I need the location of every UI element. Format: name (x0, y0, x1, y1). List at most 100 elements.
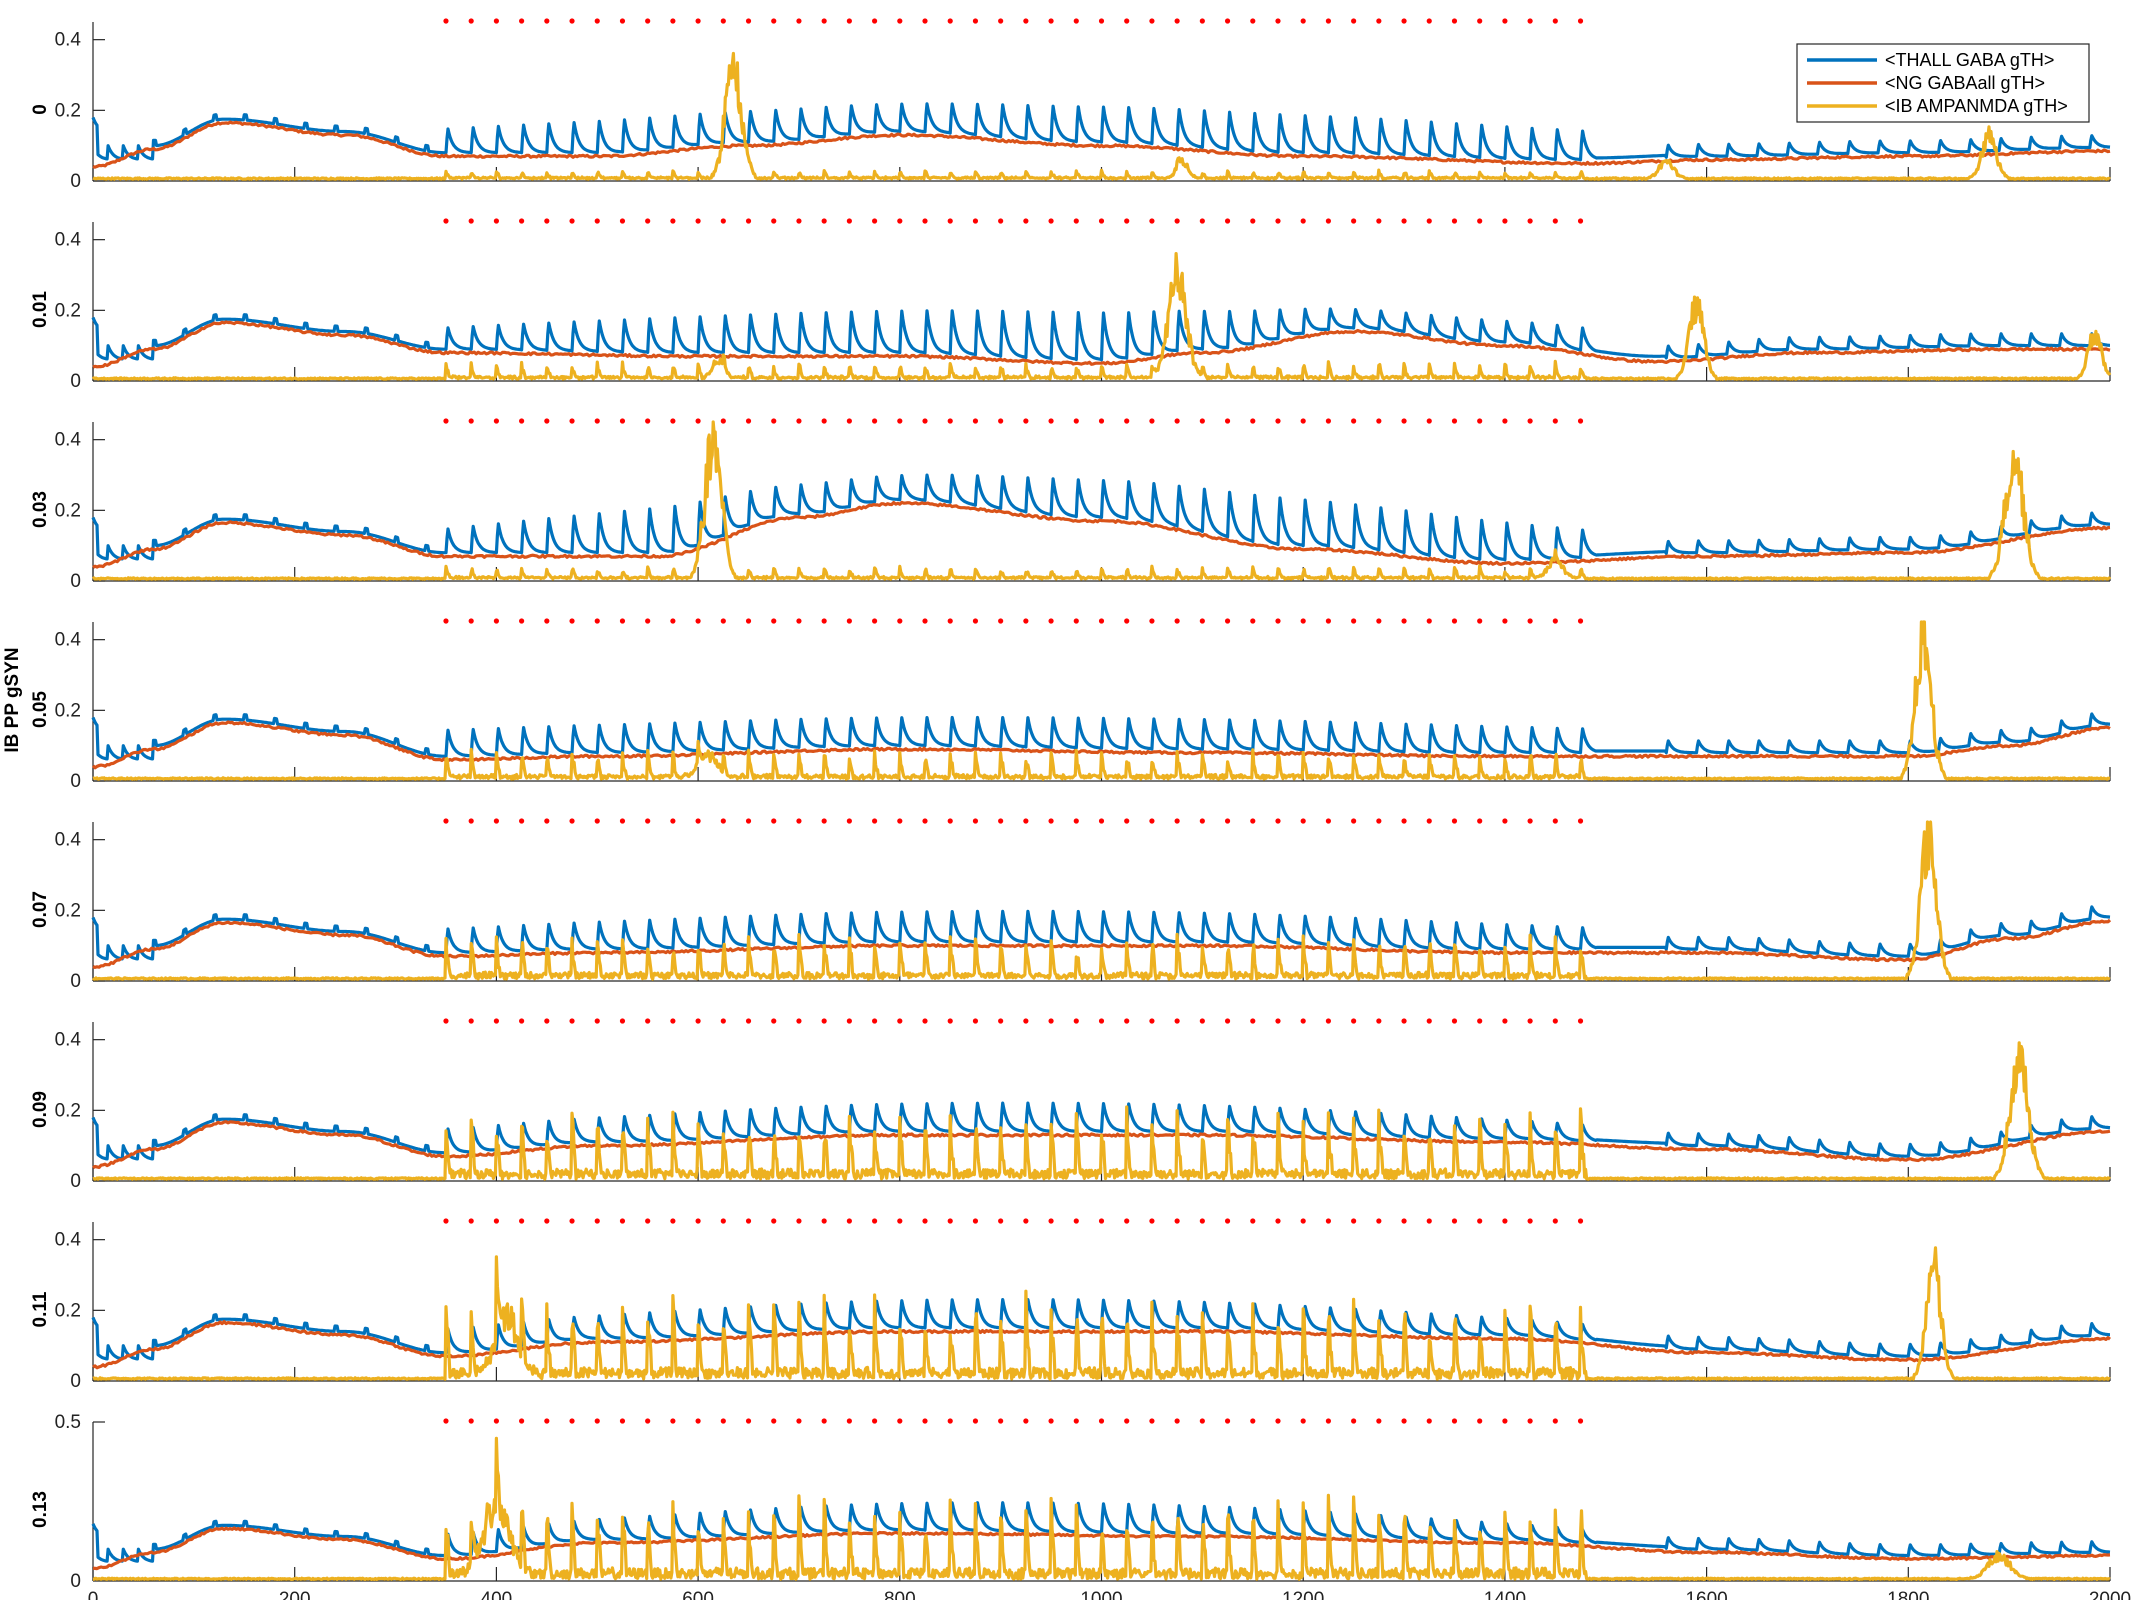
stimulus-dot (1552, 218, 1558, 224)
stimulus-dot (720, 1018, 726, 1024)
stimulus-dot (1174, 18, 1180, 24)
series-ib-ampanmda (92, 1246, 2111, 1381)
stimulus-dot (1048, 818, 1054, 824)
stimulus-dot (1325, 1018, 1332, 1024)
stimulus-dot (493, 1018, 499, 1024)
stimulus-dot (1224, 818, 1231, 824)
stimulus-dot (619, 418, 626, 424)
x-tick-label: 2000 (2089, 1589, 2131, 1600)
stimulus-dot (1224, 1018, 1231, 1024)
stimulus-dot (720, 1218, 726, 1224)
stimulus-dot (1552, 418, 1558, 424)
stimulus-dot (846, 818, 852, 824)
panel-5: 0 0.2 0.4 0.09 (30, 1018, 2111, 1192)
stimulus-dot (1502, 218, 1508, 224)
stimulus-dot (1023, 1418, 1029, 1424)
stimulus-dot (972, 1218, 979, 1224)
series-ib-ampanmda (92, 1436, 2111, 1582)
stimulus-dot (594, 1418, 600, 1424)
stimulus-dot (1477, 818, 1483, 824)
stimulus-dot (972, 218, 979, 224)
stimulus-dot (594, 218, 600, 224)
stimulus-dot (493, 418, 499, 424)
stimulus-dot (1073, 1418, 1079, 1424)
stimulus-dot (1527, 218, 1533, 224)
stimulus-dot (569, 18, 575, 24)
stimulus-dot (1149, 618, 1155, 624)
stimulus-dot (1073, 218, 1079, 224)
stimulus-dot (493, 18, 499, 24)
stimulus-dot (1124, 1218, 1130, 1224)
stimulus-dot (745, 1218, 752, 1224)
stimulus-dot (1325, 1418, 1332, 1424)
stimulus-dot (1351, 1218, 1357, 1224)
stimulus-dot (695, 818, 701, 824)
stimulus-dot (947, 1418, 953, 1424)
stimulus-dot (1199, 218, 1205, 224)
stimulus-dot (1300, 1018, 1306, 1024)
x-tick-label: 600 (682, 1589, 714, 1600)
stimulus-dot (1477, 218, 1483, 224)
stimulus-dot (821, 218, 827, 224)
stimulus-dot (468, 818, 474, 824)
series-thall-gaba (91, 905, 2111, 961)
stimulus-dot (594, 18, 600, 24)
stimulus-dot (745, 218, 752, 224)
stimulus-dot (1048, 1018, 1054, 1024)
stimulus-dot (796, 618, 802, 624)
stimulus-dot (493, 1418, 499, 1424)
stimulus-dot (1224, 218, 1231, 224)
panel-label: 0.05 (30, 691, 51, 728)
stimulus-dot (871, 1418, 878, 1424)
stimulus-dot (871, 818, 878, 824)
stimulus-dot (1023, 1018, 1029, 1024)
stimulus-dot (1451, 818, 1458, 824)
x-tick-label: 400 (481, 1589, 513, 1600)
stimulus-dot (569, 1418, 575, 1424)
stimulus-dot (493, 1218, 499, 1224)
stimulus-dot (1426, 218, 1432, 224)
stimulus-dot (1023, 418, 1029, 424)
stimulus-dot (771, 1418, 777, 1424)
stimulus-dot (1199, 818, 1205, 824)
x-tick-label: 1800 (1887, 1589, 1929, 1600)
stimulus-dot (1351, 418, 1357, 424)
stimulus-dot (972, 618, 979, 624)
y-tick-label: 0.2 (55, 900, 81, 921)
stimulus-dot (972, 1418, 979, 1424)
stimulus-dot (796, 18, 802, 24)
stimulus-dot (1401, 18, 1407, 24)
stimulus-dot (771, 818, 777, 824)
stimulus-dot (1124, 1418, 1130, 1424)
stimulus-dot (1224, 1218, 1231, 1224)
stimulus-dot (972, 818, 979, 824)
stimulus-dot (1577, 18, 1584, 24)
series-ib-ampanmda (92, 1041, 2111, 1181)
panel-3: 0 0.2 0.4 0.05 (30, 618, 2111, 792)
stimulus-dot (1351, 618, 1357, 624)
stimulus-dot (695, 1418, 701, 1424)
stimulus-dot (1275, 1218, 1281, 1224)
panel-label: 0.01 (30, 291, 51, 328)
stimulus-dot (468, 18, 474, 24)
stimulus-dot (594, 418, 600, 424)
stimulus-dot (670, 218, 676, 224)
stimulus-dot (846, 1018, 852, 1024)
stimulus-dot (922, 218, 928, 224)
stimulus-dot (443, 218, 449, 224)
stimulus-dot (1477, 18, 1483, 24)
series-ng-gabaall (92, 120, 2111, 169)
stimulus-dot (1577, 1418, 1584, 1424)
stimulus-dot (998, 18, 1004, 24)
stimulus-dot (1048, 218, 1054, 224)
stimulus-dot (1426, 818, 1432, 824)
stimulus-dot (1023, 18, 1029, 24)
y-tick-label: 0 (70, 1171, 81, 1192)
stimulus-dot (1275, 818, 1281, 824)
y-tick-label: 0 (70, 1371, 81, 1392)
stimulus-dot (1275, 218, 1281, 224)
stimulus-dot (619, 618, 626, 624)
stimulus-dot (771, 1018, 777, 1024)
stimulus-dot (1527, 1218, 1533, 1224)
